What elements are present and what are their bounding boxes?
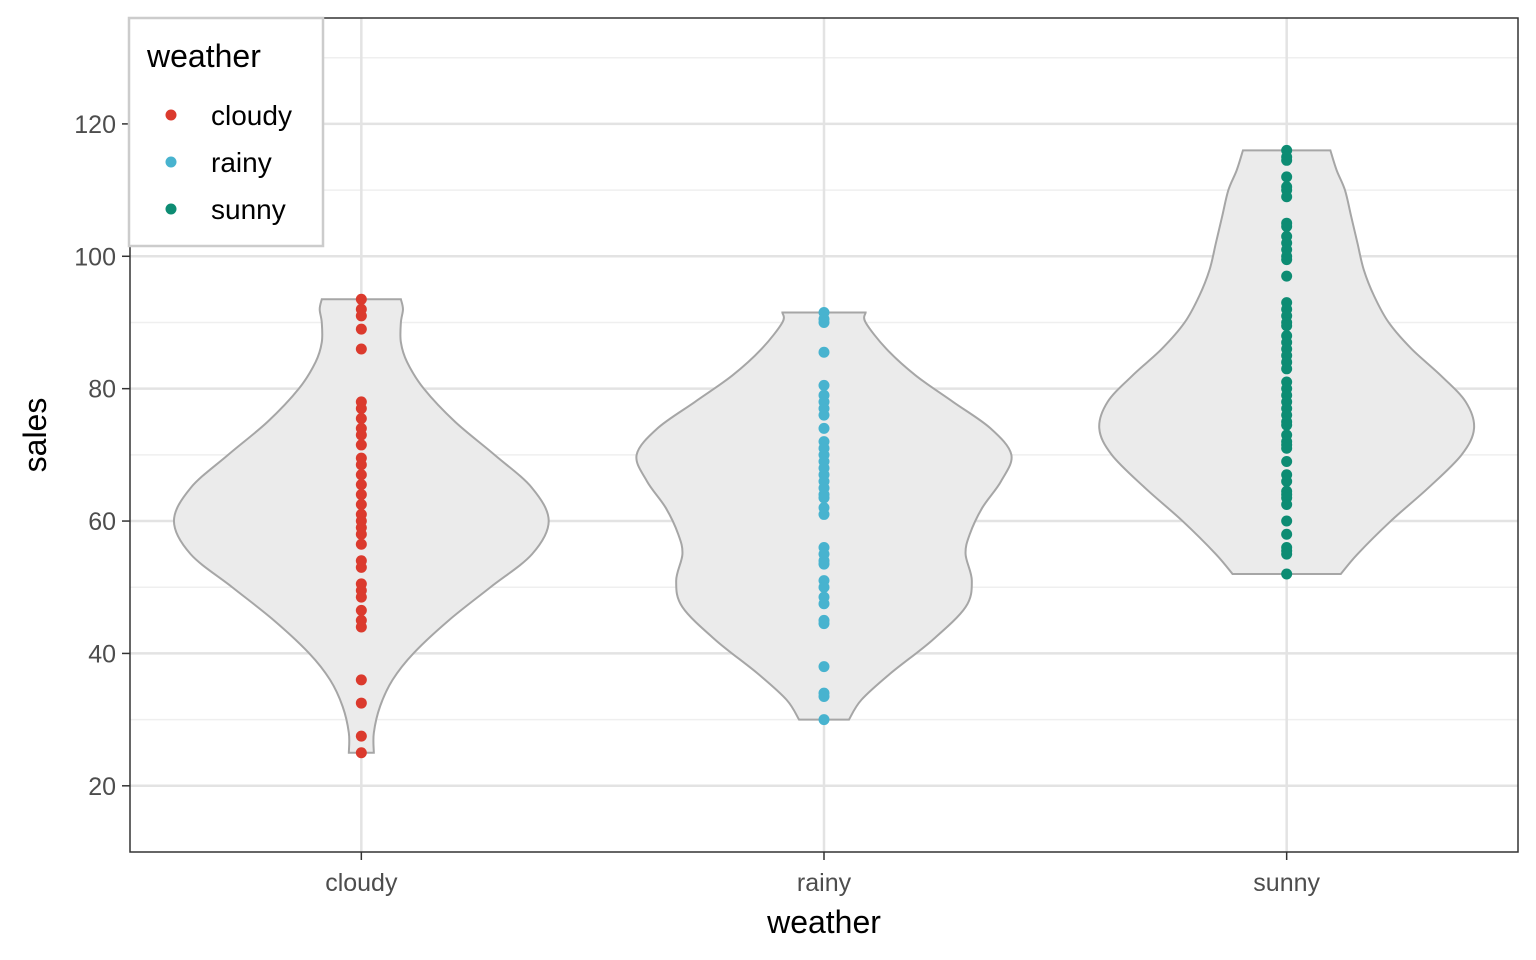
point-sunny — [1281, 568, 1293, 580]
y-tick-label: 120 — [74, 111, 116, 139]
y-tick-label: 20 — [88, 773, 116, 801]
point-cloudy — [355, 499, 367, 510]
x-tick-label-cloudy: cloudy — [325, 869, 398, 897]
point-sunny — [1281, 528, 1293, 540]
point-rainy — [818, 508, 830, 520]
x-tick-label-sunny: sunny — [1253, 869, 1320, 897]
point-sunny — [1281, 221, 1293, 232]
point-sunny — [1281, 548, 1293, 560]
y-tick-label: 100 — [74, 243, 116, 271]
point-sunny — [1281, 475, 1293, 487]
y-tick-label: 40 — [88, 640, 116, 668]
legend-label-cloudy: cloudy — [211, 100, 292, 131]
point-rainy — [818, 598, 830, 610]
point-rainy — [818, 422, 830, 434]
point-cloudy — [355, 528, 367, 540]
point-cloudy — [355, 459, 367, 471]
legend-items: cloudy rainy sunny — [165, 100, 292, 225]
point-cloudy — [355, 604, 367, 616]
legend-label-rainy: rainy — [211, 147, 272, 178]
point-rainy — [818, 618, 830, 630]
point-sunny — [1281, 254, 1293, 266]
point-sunny — [1281, 455, 1293, 467]
point-cloudy — [355, 538, 367, 550]
point-rainy — [818, 661, 830, 673]
point-cloudy — [355, 561, 367, 573]
point-sunny — [1281, 515, 1293, 527]
legend-key-cloudy — [165, 109, 177, 121]
x-axis-title: weather — [766, 904, 881, 940]
point-rainy — [818, 690, 830, 702]
point-rainy — [818, 379, 830, 391]
legend-title: weather — [146, 38, 261, 74]
point-cloudy — [355, 412, 367, 424]
point-sunny — [1281, 154, 1293, 166]
point-cloudy — [355, 621, 367, 633]
point-rainy — [818, 581, 830, 593]
point-cloudy — [355, 403, 367, 415]
y-axis-title: sales — [17, 398, 53, 473]
point-sunny — [1281, 171, 1293, 183]
point-cloudy — [355, 469, 367, 481]
point-sunny — [1281, 191, 1293, 203]
point-cloudy — [355, 489, 367, 501]
legend-box — [127, 16, 325, 248]
legend-label-sunny: sunny — [211, 194, 286, 225]
point-cloudy — [355, 674, 367, 686]
point-cloudy — [355, 479, 367, 491]
point-sunny — [1281, 419, 1293, 431]
y-tick-label: 80 — [88, 376, 116, 404]
point-sunny — [1281, 270, 1293, 282]
point-rainy — [818, 714, 830, 726]
point-cloudy — [355, 323, 367, 335]
point-cloudy — [355, 429, 367, 441]
point-rainy — [818, 409, 830, 421]
point-rainy — [818, 316, 830, 328]
point-cloudy — [355, 697, 367, 709]
y-tick-label: 60 — [88, 508, 116, 536]
point-cloudy — [355, 343, 367, 355]
x-axis: cloudy rainy sunny — [325, 852, 1321, 897]
point-sunny — [1281, 320, 1293, 332]
point-rainy — [818, 558, 830, 570]
legend: weather cloudy rainy sunny — [127, 16, 325, 248]
point-cloudy — [355, 730, 367, 742]
point-cloudy — [355, 439, 367, 451]
point-sunny — [1281, 363, 1293, 375]
y-axis: 20 40 60 80 100 120 — [74, 111, 130, 801]
legend-key-sunny — [165, 203, 177, 215]
point-cloudy — [355, 310, 367, 322]
legend-key-rainy — [165, 156, 177, 168]
point-cloudy — [355, 747, 367, 759]
point-cloudy — [355, 293, 367, 305]
point-rainy — [818, 492, 830, 504]
point-cloudy — [355, 591, 367, 603]
point-rainy — [818, 346, 830, 358]
point-sunny — [1281, 499, 1293, 510]
data-points — [355, 144, 1293, 759]
point-sunny — [1281, 442, 1293, 454]
x-tick-label-rainy: rainy — [797, 869, 852, 897]
